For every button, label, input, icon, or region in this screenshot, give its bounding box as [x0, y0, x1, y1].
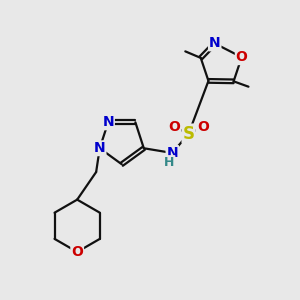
Text: O: O — [236, 50, 248, 64]
Text: N: N — [167, 146, 178, 160]
Text: O: O — [168, 120, 180, 134]
Text: S: S — [183, 125, 195, 143]
Text: O: O — [71, 245, 83, 259]
Text: O: O — [197, 120, 209, 134]
Text: N: N — [94, 141, 106, 155]
Text: N: N — [209, 37, 220, 50]
Text: H: H — [164, 156, 175, 169]
Text: N: N — [102, 115, 114, 129]
